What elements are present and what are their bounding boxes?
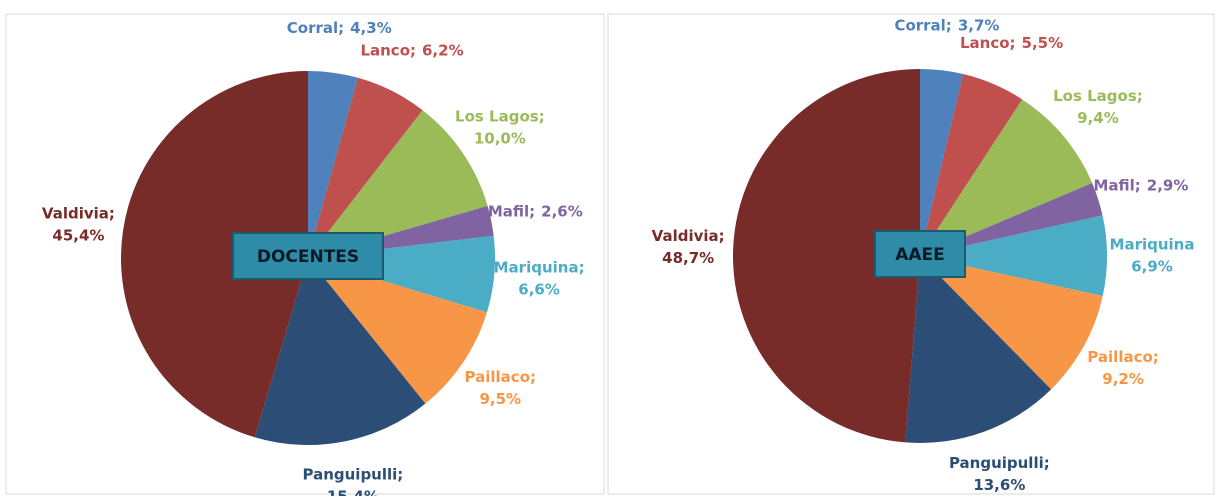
pie-slice [920, 256, 1103, 390]
pie-slice [920, 69, 964, 256]
value-label: 13,6% [973, 476, 1025, 494]
value-label: 10,0% [474, 129, 526, 147]
pie-slice [905, 256, 1052, 443]
value-label: 9,4% [1077, 109, 1119, 127]
value-label: 6,2% [422, 41, 464, 59]
title-box [874, 230, 966, 278]
value-label: 2,6% [541, 202, 583, 220]
pie-slice [308, 258, 487, 404]
category-label: Valdivia; [652, 226, 725, 244]
pie-slice [732, 69, 920, 443]
category-label: Mafil; [488, 202, 535, 220]
pie-slice [920, 215, 1107, 296]
value-label: 9,5% [479, 389, 521, 407]
data-label: Lanco; 5,5% [960, 33, 1063, 51]
value-label: 4,3% [350, 19, 392, 37]
pie-slice [308, 77, 423, 259]
data-label: Valdivia; 45,4% [42, 204, 115, 244]
category-label: Valdivia; [42, 204, 115, 222]
data-label: Mariquina; 6,6% [494, 258, 585, 298]
data-label: Paillaco; 9,5% [465, 367, 536, 407]
chart-title: DOCENTES [257, 247, 359, 267]
category-label: Paillaco; [465, 367, 536, 385]
data-label: Lanco; 6,2% [360, 41, 463, 59]
pie-slice [920, 74, 1023, 256]
category-label: Los Lagos; [455, 107, 545, 125]
pie-slice [121, 71, 309, 438]
category-label: Mafil; [1093, 176, 1140, 194]
category-label: Mariquina [1110, 235, 1195, 253]
pie-slice [920, 99, 1093, 256]
category-label: Corral; [894, 16, 951, 34]
pie-slice [254, 258, 426, 445]
chart-title: AAEE [895, 245, 945, 265]
category-label: Corral; [287, 19, 344, 37]
category-label: Panguipulli; [303, 465, 404, 483]
data-label: Paillaco; 9,2% [1087, 348, 1158, 388]
data-label: Mafil; 2,9% [1093, 176, 1188, 194]
value-label: 48,7% [662, 248, 714, 266]
value-label: 3,7% [958, 16, 1000, 34]
data-label: Los Lagos; 10,0% [455, 107, 545, 147]
value-label: 15,4% [327, 487, 379, 496]
data-label: Panguipulli; 15,4% [303, 465, 404, 496]
data-label: Mafil; 2,6% [488, 202, 583, 220]
data-label: Corral; 3,7% [894, 16, 999, 34]
category-label: Paillaco; [1087, 348, 1158, 366]
data-label: Valdivia; 48,7% [652, 226, 725, 266]
value-label: 5,5% [1022, 33, 1064, 51]
value-label: 6,9% [1131, 257, 1173, 275]
category-label: Lanco; [960, 33, 1016, 51]
value-label: 45,4% [52, 226, 104, 244]
category-label: Lanco; [360, 41, 416, 59]
data-label: Panguipulli; 13,6% [949, 454, 1050, 494]
category-label: Mariquina; [494, 258, 585, 276]
value-label: 6,6% [518, 280, 560, 298]
pie-slice [308, 110, 488, 258]
title-box [232, 232, 384, 280]
pie-slice [308, 71, 358, 258]
data-label: Mariquina 6,9% [1110, 235, 1195, 275]
data-label: Corral; 4,3% [287, 19, 392, 37]
data-label: Los Lagos; 9,4% [1053, 87, 1143, 127]
value-label: 2,9% [1147, 176, 1189, 194]
category-label: Los Lagos; [1053, 87, 1143, 105]
category-label: Panguipulli; [949, 454, 1050, 472]
value-label: 9,2% [1102, 370, 1144, 388]
